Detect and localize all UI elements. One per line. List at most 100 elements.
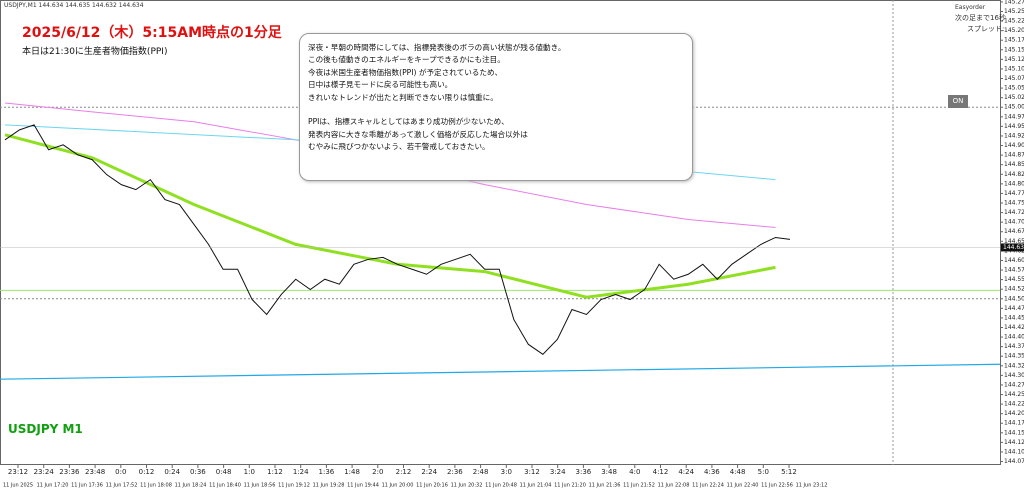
y-tick-label: 144.750: [1004, 200, 1024, 207]
note-line: [308, 104, 692, 116]
x-tick-label: 3:48: [601, 468, 617, 476]
note-box: 深夜・早朝の時間帯にしては、指標発表後のボラの高い状態が残る値動き。 この後も値動…: [299, 33, 693, 181]
y-tick-label: 144.775: [1004, 190, 1024, 197]
note-line: きれいなトレンドが出たと判断できない限りは慎重に。: [308, 92, 498, 102]
symbol-info: USDJPY,M1 144.634 144.635 144.632 144.63…: [4, 2, 144, 9]
x-date-label: 11 Jun 20:16: [416, 483, 448, 489]
trendline: [0, 363, 1001, 380]
y-tick-label: 145.075: [1004, 75, 1024, 82]
y-tick-label: 144.650: [1004, 238, 1024, 245]
x-date-label: 11 Jun 21:04: [520, 483, 552, 489]
y-tick-label: 145.250: [1004, 8, 1024, 15]
x-date-label: 11 Jun 17:20: [37, 483, 69, 489]
x-date-label: 11 Jun 19:12: [278, 483, 310, 489]
x-tick-label: 1:0: [244, 468, 255, 476]
x-tick-label: 3:0: [501, 468, 512, 476]
y-tick-label: 144.375: [1004, 343, 1024, 350]
x-date-label: 11 Jun 22:40: [727, 483, 759, 489]
y-tick-label: 144.525: [1004, 286, 1024, 293]
x-tick-label: 2:36: [447, 468, 463, 476]
x-tick-label: 4:36: [704, 468, 720, 476]
x-date-label: 11 Jun 18:40: [209, 483, 241, 489]
y-tick-label: 144.675: [1004, 228, 1024, 235]
y-tick-label: 144.200: [1004, 410, 1024, 417]
last-price-tag: [1001, 243, 1024, 252]
y-tick-label: 145.175: [1004, 37, 1024, 44]
y-tick-label: 144.925: [1004, 132, 1024, 139]
y-tick-label: 144.150: [1004, 429, 1024, 436]
next-bar: 次の足まで16秒: [955, 14, 1006, 22]
y-tick-label: 144.475: [1004, 305, 1024, 312]
y-tick-label: 145.000: [1004, 104, 1024, 111]
x-date-label: 11 Jun 20:32: [451, 483, 483, 489]
y-tick-label: 144.575: [1004, 267, 1024, 274]
x-tick-label: 4:24: [678, 468, 694, 476]
price-line: [4, 124, 791, 355]
x-tick-label: 23:36: [59, 468, 80, 476]
y-tick-label: 144.550: [1004, 276, 1024, 283]
spread: スプレッド:: [967, 25, 1005, 33]
y-tick-label: 144.900: [1004, 142, 1024, 149]
x-tick-label: 3:24: [550, 468, 566, 476]
x-tick-label: 1:36: [319, 468, 335, 476]
y-tick-label: 145.050: [1004, 85, 1024, 92]
y-tick-label: 145.225: [1004, 18, 1024, 25]
x-date-label: 11 Jun 17:36: [71, 483, 103, 489]
y-tick-label: 145.125: [1004, 56, 1024, 63]
x-date-label: 11 Jun 22:08: [658, 483, 690, 489]
x-date-label: 11 Jun 20:48: [485, 483, 517, 489]
y-tick-label: 145.100: [1004, 65, 1024, 72]
y-tick-label: 145.200: [1004, 27, 1024, 34]
on-button[interactable]: ON: [948, 95, 968, 108]
y-tick-label: 144.800: [1004, 180, 1024, 187]
y-tick-label: 144.400: [1004, 334, 1024, 341]
watermark: USDJPY M1: [8, 422, 83, 436]
x-tick-label: 5:12: [781, 468, 797, 476]
y-tick-label: 144.700: [1004, 219, 1024, 226]
x-tick-label: 2:0: [372, 468, 383, 476]
x-date-label: 11 Jun 21:52: [623, 483, 655, 489]
y-tick-label: 144.325: [1004, 362, 1024, 369]
y-tick-label: 144.950: [1004, 123, 1024, 130]
x-date-label: 11 Jun 2025: [3, 483, 33, 489]
y-tick-label: 144.875: [1004, 152, 1024, 159]
x-tick-label: 3:36: [576, 468, 592, 476]
x-tick-label: 2:48: [473, 468, 489, 476]
title: 2025/6/12（木）5:15AM時点の1分足: [22, 25, 282, 41]
x-date-label: 11 Jun 18:08: [140, 483, 172, 489]
y-tick-label: 144.825: [1004, 171, 1024, 178]
y-tick-label: 144.125: [1004, 439, 1024, 446]
subtitle: 本日は21:30に生産者物価指数(PPI): [22, 47, 168, 57]
x-tick-label: 2:12: [396, 468, 412, 476]
y-tick-label: 144.850: [1004, 161, 1024, 168]
y-tick-label: 144.250: [1004, 391, 1024, 398]
y-tick-label: 144.075: [1004, 458, 1024, 465]
note-line: PPIは、指標スキャルとしてはあまり成功例が少ないため、: [308, 117, 509, 127]
x-tick-label: 0:36: [190, 468, 206, 476]
x-date-label: 11 Jun 22:56: [761, 483, 793, 489]
note-line: 日中は様子見モードに戻る可能性も高い。: [308, 80, 453, 90]
note-line: 深夜・早朝の時間帯にしては、指標発表後のボラの高い状態が残る値動き。: [308, 43, 566, 52]
note-line: むやみに飛びつかないよう、若干警戒しておきたい。: [308, 142, 490, 152]
x-tick-label: 0:0: [115, 468, 126, 476]
x-tick-label: 0:48: [216, 468, 232, 476]
x-tick-label: 0:24: [164, 468, 180, 476]
panel-name: Easyorder: [955, 4, 986, 11]
note-line: 今夜は米国生産者物価指数(PPI) が予定されているため、: [308, 67, 503, 77]
x-tick-label: 3:12: [524, 468, 540, 476]
plot-frame: [0, 0, 1001, 465]
x-date-label: 11 Jun 21:20: [554, 483, 586, 489]
note-line: 発表内容に大きな乖離があって激しく価格が反応した場合以外は: [308, 129, 528, 139]
x-date-label: 11 Jun 21:36: [589, 483, 621, 489]
x-tick-label: 1:12: [267, 468, 283, 476]
y-tick-label: 144.975: [1004, 113, 1024, 120]
y-tick-label: 145.275: [1004, 0, 1024, 5]
y-tick-label: 144.500: [1004, 295, 1024, 302]
last-price-label: 144.634: [1003, 244, 1024, 251]
y-tick-label: 144.600: [1004, 257, 1024, 264]
y-tick-label: 144.100: [1004, 448, 1024, 455]
x-tick-label: 5:0: [758, 468, 769, 476]
x-date-label: 11 Jun 17:52: [106, 483, 138, 489]
y-tick-label: 144.275: [1004, 381, 1024, 388]
y-tick-label: 144.425: [1004, 324, 1024, 331]
